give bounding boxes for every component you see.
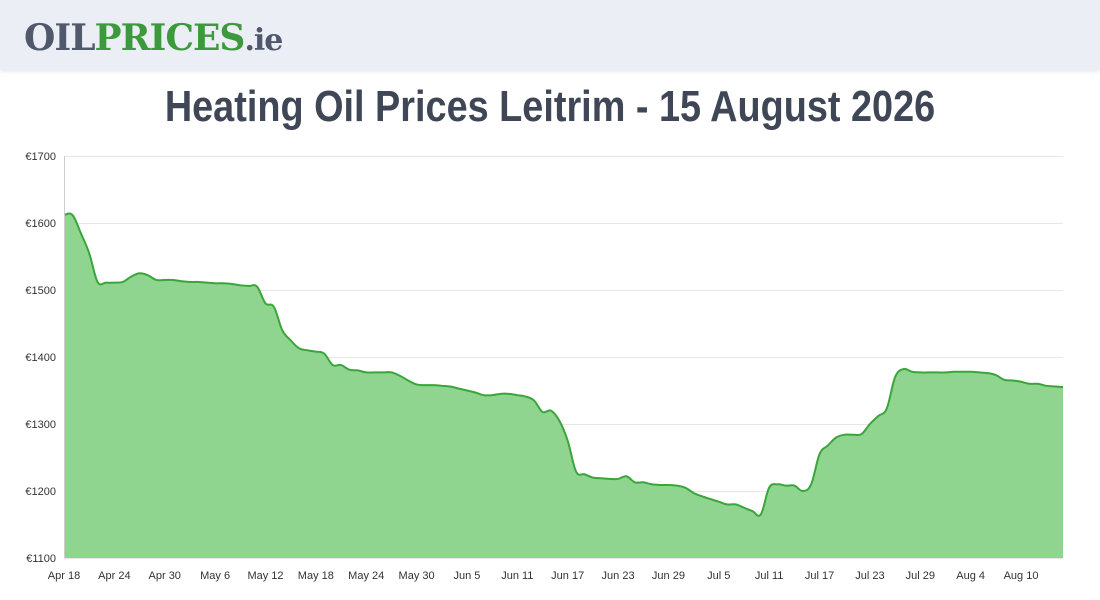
y-tick-label: €1200 <box>25 486 56 498</box>
y-tick-label: €1700 <box>25 151 56 163</box>
x-tick-label: May 18 <box>298 570 334 582</box>
x-tick-label: Jul 17 <box>805 570 834 582</box>
x-tick-label: Apr 18 <box>48 570 80 582</box>
x-tick-label: May 6 <box>200 570 230 582</box>
x-tick-label: Jun 23 <box>602 570 635 582</box>
x-tick-label: May 24 <box>348 570 384 582</box>
x-tick-label: Aug 4 <box>956 570 985 582</box>
price-area-fill <box>64 213 1063 558</box>
y-tick-label: €1600 <box>25 218 56 230</box>
x-tick-label: May 30 <box>399 570 435 582</box>
x-tick-label: May 12 <box>247 570 283 582</box>
x-tick-label: Jun 5 <box>453 570 480 582</box>
page-title: Heating Oil Prices Leitrim - 15 August 2… <box>164 82 936 131</box>
x-axis-ticks: Apr 18 Apr 24 Apr 30 May 6 May 12 May 18 May 2… <box>48 570 1039 582</box>
site-logo[interactable]: OILPRICES.ie <box>24 16 283 63</box>
logo-oil-text: OIL <box>24 17 96 59</box>
logo-prices-text: PRICES <box>94 17 246 59</box>
x-tick-label: Jun 11 <box>501 570 533 582</box>
x-tick-label: Jul 11 <box>755 570 784 582</box>
x-tick-label: Jul 23 <box>855 570 884 582</box>
price-line <box>63 212 1064 517</box>
x-tick-label: Jul 29 <box>906 570 935 582</box>
x-tick-label: Jun 29 <box>652 570 685 582</box>
price-chart: €1100 €1200 €1300 €1400 €1500 €1600 €1700 Apr … <box>25 151 1064 582</box>
y-tick-label: €1400 <box>25 352 56 364</box>
x-tick-label: Apr 30 <box>149 570 181 582</box>
y-tick-label: €1300 <box>25 419 56 431</box>
y-axis-ticks: €1100 €1200 €1300 €1400 €1500 €1600 €1700 <box>25 151 56 565</box>
x-tick-label: Jul 5 <box>707 570 730 582</box>
x-tick-label: Apr 24 <box>98 570 130 582</box>
y-tick-label: €1100 <box>26 553 56 565</box>
site-header: OILPRICES.ie <box>0 0 1100 70</box>
x-tick-label: Aug 10 <box>1004 570 1039 582</box>
logo-domain-text: .ie <box>244 23 283 58</box>
x-tick-label: Jun 17 <box>551 570 584 582</box>
y-tick-label: €1500 <box>25 285 56 297</box>
